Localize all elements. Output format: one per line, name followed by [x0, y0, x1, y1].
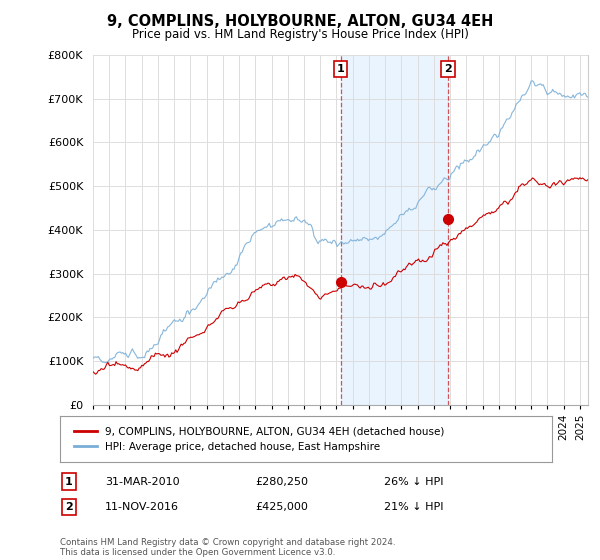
Legend: 9, COMPLINS, HOLYBOURNE, ALTON, GU34 4EH (detached house), HPI: Average price, d: 9, COMPLINS, HOLYBOURNE, ALTON, GU34 4EH… — [68, 420, 451, 458]
Text: 9, COMPLINS, HOLYBOURNE, ALTON, GU34 4EH: 9, COMPLINS, HOLYBOURNE, ALTON, GU34 4EH — [107, 14, 493, 29]
Text: 11-NOV-2016: 11-NOV-2016 — [105, 502, 179, 512]
Text: 1: 1 — [65, 477, 73, 487]
Text: 2: 2 — [65, 502, 73, 512]
Text: Contains HM Land Registry data © Crown copyright and database right 2024.
This d: Contains HM Land Registry data © Crown c… — [60, 538, 395, 557]
Text: £280,250: £280,250 — [255, 477, 308, 487]
Text: 21% ↓ HPI: 21% ↓ HPI — [384, 502, 443, 512]
Text: £425,000: £425,000 — [255, 502, 308, 512]
Bar — [341, 55, 448, 405]
Text: 26% ↓ HPI: 26% ↓ HPI — [384, 477, 443, 487]
Text: 31-MAR-2010: 31-MAR-2010 — [105, 477, 179, 487]
Text: 1: 1 — [337, 64, 344, 74]
Text: Price paid vs. HM Land Registry's House Price Index (HPI): Price paid vs. HM Land Registry's House … — [131, 28, 469, 41]
Text: 2: 2 — [444, 64, 452, 74]
